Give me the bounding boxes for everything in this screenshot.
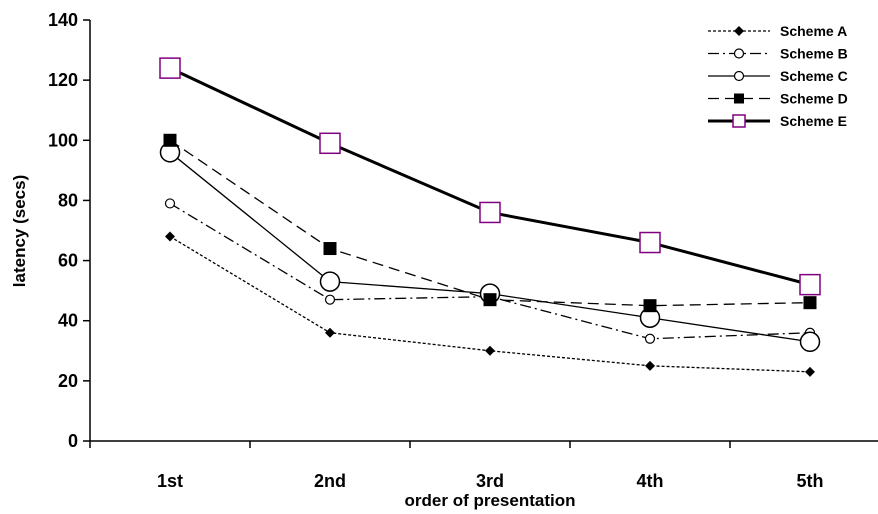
data-point	[483, 293, 497, 307]
series-line	[169, 202, 811, 340]
legend-marker	[734, 26, 744, 36]
data-point	[485, 345, 495, 356]
data-point	[319, 271, 341, 292]
y-tick-label: 0	[68, 431, 78, 451]
data-point	[319, 132, 341, 155]
legend-item: Scheme C	[708, 68, 848, 84]
y-tick-label: 20	[58, 371, 78, 391]
legend-item: Scheme D	[708, 91, 848, 107]
series-line	[169, 66, 811, 287]
series-line	[169, 151, 811, 343]
legend-marker	[734, 93, 744, 104]
data-point	[644, 333, 656, 344]
legend-item: Scheme A	[708, 23, 847, 39]
data-point	[799, 273, 821, 296]
data-point	[479, 201, 501, 224]
data-point	[163, 133, 177, 147]
data-point	[164, 198, 176, 209]
y-tick-label: 60	[58, 251, 78, 271]
legend-item: Scheme B	[708, 46, 848, 62]
series-scheme-a	[165, 231, 815, 377]
y-axis-title: latency (secs)	[10, 175, 29, 287]
legend-marker	[733, 48, 745, 59]
legend-label: Scheme A	[780, 23, 847, 39]
data-point	[165, 231, 175, 242]
data-point	[323, 242, 337, 256]
y-tick-label: 140	[48, 10, 78, 30]
legend-label: Scheme B	[780, 46, 848, 62]
data-point	[324, 294, 336, 305]
data-point	[643, 299, 657, 313]
y-tick-label: 80	[58, 190, 78, 210]
axes	[89, 20, 878, 442]
legend-marker	[733, 70, 745, 82]
series-layer	[159, 57, 821, 377]
data-point	[799, 331, 821, 353]
x-ticks: 1st 2nd 3rd 4th 5th	[89, 441, 824, 491]
legend: Scheme A Scheme B Scheme C Scheme D Scheme E	[708, 23, 848, 129]
legend-label: Scheme E	[780, 113, 847, 129]
x-tick-label: 5th	[797, 471, 824, 491]
data-point	[805, 366, 815, 377]
legend-marker	[732, 114, 746, 128]
series-scheme-c	[159, 142, 821, 353]
y-ticks: 0 20 40 60 80 100 120 140	[48, 10, 90, 451]
x-tick-label: 4th	[637, 471, 664, 491]
y-tick-label: 100	[48, 130, 78, 150]
series-scheme-d	[163, 133, 817, 313]
data-point	[639, 231, 661, 254]
legend-item: Scheme E	[708, 113, 847, 129]
y-tick-label: 120	[48, 70, 78, 90]
x-tick-label: 3rd	[476, 471, 504, 491]
series-scheme-e	[159, 57, 821, 296]
legend-label: Scheme C	[780, 68, 848, 84]
x-tick-label: 1st	[157, 471, 183, 491]
legend-label: Scheme D	[780, 91, 848, 107]
y-tick-label: 40	[58, 311, 78, 331]
data-point	[159, 57, 181, 79]
data-point	[325, 327, 335, 338]
x-axis-title: order of presentation	[405, 491, 576, 510]
data-point	[645, 360, 655, 371]
data-point	[803, 296, 817, 310]
x-tick-label: 2nd	[314, 471, 346, 491]
